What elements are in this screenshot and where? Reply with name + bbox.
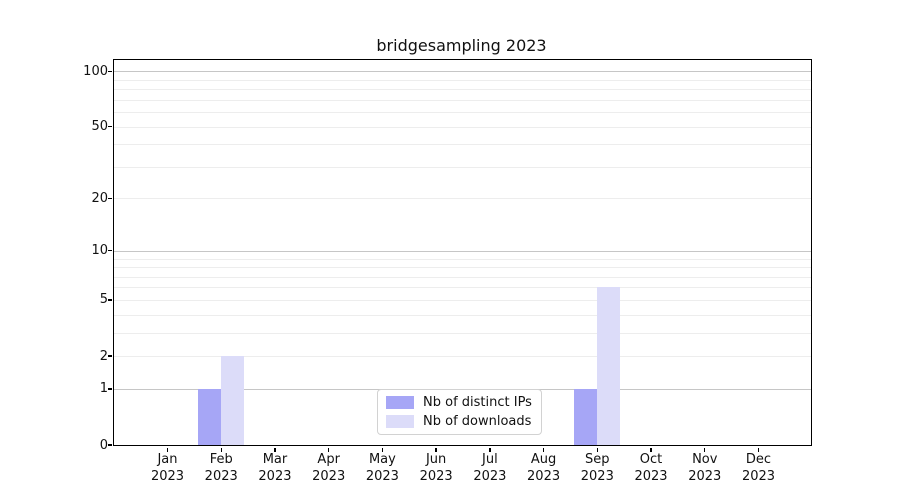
x-axis-tick-label: Jun 2023 bbox=[419, 452, 453, 484]
x-axis-tick bbox=[327, 447, 330, 452]
y-axis-tick-label: 10 bbox=[91, 243, 108, 259]
y-axis-tick bbox=[108, 197, 112, 200]
x-axis-tick-label: Mar 2023 bbox=[258, 452, 292, 484]
gridline-minor bbox=[114, 112, 811, 114]
x-axis-tick bbox=[435, 447, 437, 452]
y-axis-tick-label: 0 bbox=[99, 437, 108, 453]
legend-label: Nb of downloads bbox=[423, 414, 532, 429]
x-axis-tick bbox=[274, 447, 276, 452]
x-axis-tick-label: Jan 2023 bbox=[150, 452, 185, 484]
x-axis-tick bbox=[704, 447, 706, 452]
y-axis-tick bbox=[108, 125, 112, 128]
x-axis-tick bbox=[381, 447, 384, 452]
x-axis-tick-label: Nov 2023 bbox=[688, 452, 722, 484]
y-axis-tick-label: 5 bbox=[99, 292, 108, 308]
y-axis-tick-label: 2 bbox=[99, 348, 108, 364]
x-axis-tick-label: Aug 2023 bbox=[527, 452, 561, 484]
y-axis-tick-label: 1 bbox=[99, 381, 108, 397]
y-axis-tick-label: 100 bbox=[83, 63, 108, 79]
x-axis-tick-label: Sep 2023 bbox=[580, 452, 614, 484]
x-axis-tick bbox=[542, 447, 545, 452]
y-axis-tick-label: 50 bbox=[91, 119, 108, 135]
gridline-minor bbox=[114, 276, 811, 278]
gridline-minor bbox=[114, 356, 811, 358]
bar-nb-of-downloads bbox=[221, 356, 245, 445]
y-axis-tick bbox=[108, 70, 112, 72]
gridline-minor bbox=[114, 299, 811, 301]
legend-label: Nb of distinct IPs bbox=[423, 395, 532, 410]
legend-swatch bbox=[386, 396, 414, 409]
x-axis-tick-label: Apr 2023 bbox=[312, 452, 346, 484]
x-axis-tick-label: Feb 2023 bbox=[204, 452, 238, 484]
plot-area: Nb of distinct IPs Nb of downloads 0 1 2 5 10… bbox=[83, 59, 812, 484]
gridline-minor bbox=[114, 126, 811, 128]
x-axis-tick-label: Dec 2023 bbox=[741, 452, 776, 484]
legend-item: Nb of downloads bbox=[386, 414, 532, 429]
gridline-minor bbox=[114, 166, 811, 168]
gridline-minor bbox=[114, 79, 811, 81]
gridline-minor bbox=[114, 89, 811, 91]
gridline-major bbox=[114, 250, 811, 252]
x-axis-tick-label: Jul 2023 bbox=[473, 452, 507, 484]
x-axis-tick bbox=[489, 447, 491, 452]
bar-nb-of-distinct-ips bbox=[574, 388, 598, 445]
gridline-major bbox=[114, 71, 811, 73]
gridline-minor bbox=[114, 267, 811, 269]
legend: Nb of distinct IPs Nb of downloads bbox=[377, 389, 542, 435]
x-axis-tick bbox=[757, 447, 760, 452]
y-axis-tick-label: 20 bbox=[91, 190, 108, 206]
legend-item: Nb of distinct IPs bbox=[386, 395, 532, 410]
gridline-minor bbox=[114, 144, 811, 146]
chart-title: bridgesampling 2023 bbox=[376, 36, 547, 55]
x-axis-tick-label: Oct 2023 bbox=[634, 452, 668, 484]
x-axis-tick bbox=[220, 447, 222, 452]
y-axis-tick bbox=[108, 388, 112, 390]
x-axis-tick bbox=[596, 447, 598, 452]
x-axis-tick bbox=[166, 447, 169, 452]
x-axis-tick-label: May 2023 bbox=[365, 452, 399, 484]
y-axis-tick bbox=[108, 355, 112, 357]
gridline-minor bbox=[114, 332, 811, 334]
gridline-minor bbox=[114, 287, 811, 289]
gridline-minor bbox=[114, 99, 811, 101]
gridline-minor bbox=[114, 314, 811, 316]
bar-nb-of-distinct-ips bbox=[198, 388, 222, 445]
gridline-minor bbox=[114, 258, 811, 260]
y-axis-tick bbox=[108, 444, 112, 446]
legend-swatch bbox=[386, 415, 414, 428]
bar-nb-of-downloads bbox=[597, 287, 621, 445]
y-axis-tick bbox=[108, 250, 112, 252]
x-axis-tick bbox=[650, 447, 652, 452]
y-axis-tick bbox=[108, 299, 112, 301]
gridline-minor bbox=[114, 198, 811, 200]
